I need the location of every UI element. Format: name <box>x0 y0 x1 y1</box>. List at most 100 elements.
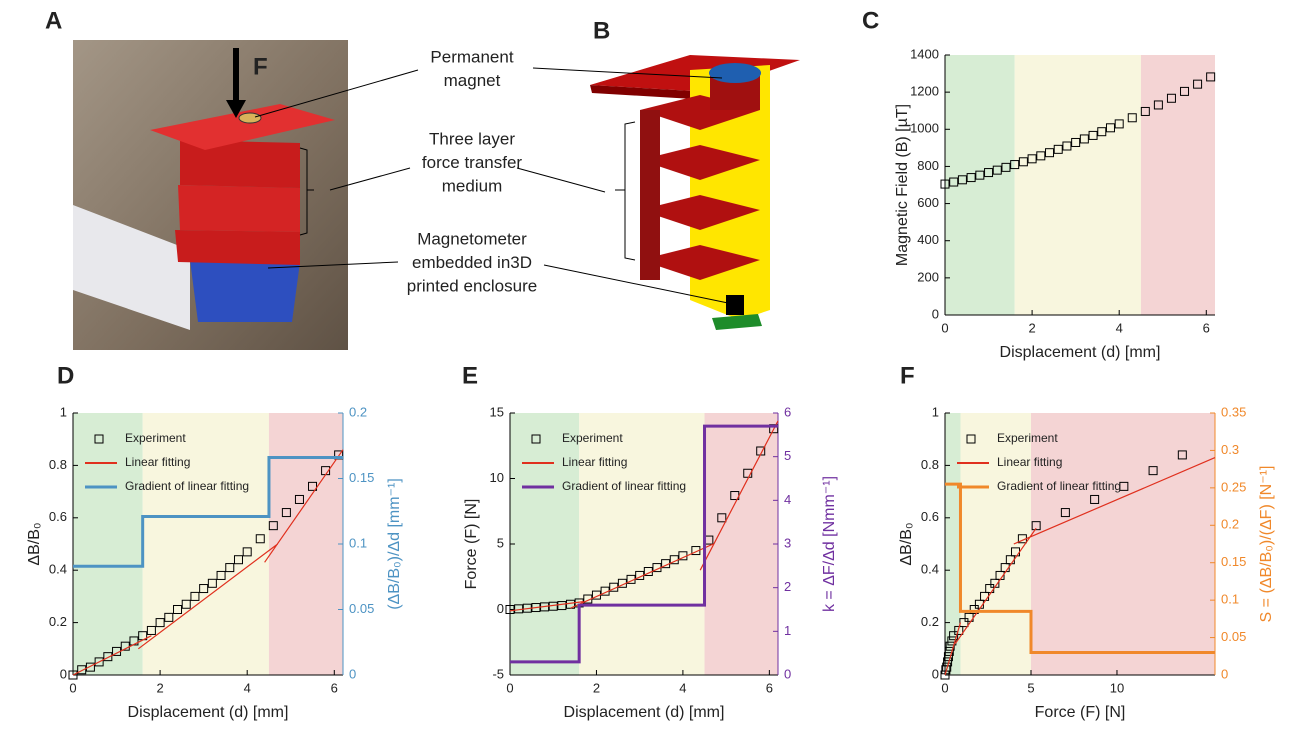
y2-tick-label: 0.15 <box>349 470 374 485</box>
y-tick-label: 0 <box>932 306 939 321</box>
annotation: medium <box>442 176 502 195</box>
y2-tick-label: 6 <box>784 404 791 419</box>
x-tick-label: 2 <box>156 680 163 695</box>
y-tick-label: 10 <box>490 470 504 485</box>
x-tick-label: 0 <box>941 680 948 695</box>
y-tick-label: 0.6 <box>49 509 67 524</box>
y-tick-label: 0.6 <box>921 509 939 524</box>
y-tick-label: 5 <box>497 535 504 550</box>
y2-tick-label: 0.25 <box>1221 479 1246 494</box>
panel-label: C <box>862 7 879 34</box>
x-axis-label: Displacement (d) [mm] <box>564 704 725 721</box>
y-tick-label: 0.2 <box>49 614 67 629</box>
region <box>960 413 1031 675</box>
region <box>579 413 704 675</box>
x-tick-label: 4 <box>679 680 686 695</box>
x-tick-label: 0 <box>506 680 513 695</box>
y-tick-label: 1 <box>60 404 67 419</box>
x-tick-label: 10 <box>1110 680 1124 695</box>
y2-tick-label: 0.05 <box>349 601 374 616</box>
y-axis-label: Force (F) [N] <box>463 499 480 590</box>
y-tick-label: 1200 <box>910 84 939 99</box>
x-tick-label: 4 <box>1116 320 1123 335</box>
legend-label: Linear fitting <box>562 455 627 469</box>
panel-label: E <box>462 362 478 389</box>
legend-label: Experiment <box>562 431 623 445</box>
region <box>143 413 269 675</box>
annotation: embedded in3D <box>412 253 532 272</box>
y-axis-label: Magnetic Field (B) [µT] <box>894 104 911 266</box>
legend-label: Gradient of linear fitting <box>997 479 1121 493</box>
region <box>1141 55 1215 315</box>
chart: 02004006008001000120014000246Displacemen… <box>894 46 1215 361</box>
y2-tick-label: 1 <box>784 623 791 638</box>
y-tick-label: 200 <box>917 269 939 284</box>
y2-tick-label: 0 <box>784 666 791 681</box>
y-axis-label: ΔB/B₀ <box>898 522 915 565</box>
x-axis-label: Displacement (d) [mm] <box>1000 344 1161 361</box>
y2-tick-label: 3 <box>784 535 791 550</box>
y2-axis-label: (ΔB/B₀)/Δd [mm⁻¹] <box>386 478 403 610</box>
region <box>1015 55 1141 315</box>
y2-tick-label: 2 <box>784 579 791 594</box>
panel-label: A <box>45 7 62 34</box>
panel-label: F <box>900 362 915 389</box>
y-tick-label: 800 <box>917 158 939 173</box>
y-tick-label: 600 <box>917 195 939 210</box>
enclosure <box>190 260 300 322</box>
annotation: Magnetometer <box>417 229 527 248</box>
legend-label: Gradient of linear fitting <box>125 479 249 493</box>
y-tick-label: 0.8 <box>921 457 939 472</box>
y2-tick-label: 0.35 <box>1221 404 1246 419</box>
annotation: printed enclosure <box>407 276 537 295</box>
x-tick-label: 6 <box>1203 320 1210 335</box>
legend-label: Experiment <box>997 431 1058 445</box>
x-tick-label: 6 <box>331 680 338 695</box>
x-axis-label: Force (F) [N] <box>1035 704 1126 721</box>
y-tick-label: 1 <box>932 404 939 419</box>
y2-tick-label: 4 <box>784 492 791 507</box>
y2-tick-label: 0.3 <box>1221 442 1239 457</box>
region <box>73 413 143 675</box>
x-tick-label: 2 <box>1028 320 1035 335</box>
magnetometer <box>726 295 744 315</box>
region <box>1031 413 1215 675</box>
y2-tick-label: 0.2 <box>349 404 367 419</box>
legend-label: Linear fitting <box>997 455 1062 469</box>
region <box>705 413 778 675</box>
x-tick-label: 0 <box>69 680 76 695</box>
legend-label: Gradient of linear fitting <box>562 479 686 493</box>
annotation: Three layer <box>429 129 515 148</box>
force-label: F <box>253 53 268 80</box>
base <box>712 314 762 330</box>
y2-tick-label: 0 <box>349 666 356 681</box>
figure: F ABCDEFPermanentmagnetThree layerforce … <box>0 0 1306 727</box>
annotation: Permanent <box>430 47 513 66</box>
y2-tick-label: 0 <box>1221 666 1228 681</box>
y-tick-label: 1000 <box>910 121 939 136</box>
panel-label: D <box>57 362 74 389</box>
y2-axis-label: S = (ΔB/B₀)/(ΔF) [N⁻¹] <box>1258 466 1275 623</box>
diagram <box>590 55 800 330</box>
photo <box>73 40 348 350</box>
y-tick-label: 0 <box>60 666 67 681</box>
legend-label: Linear fitting <box>125 455 190 469</box>
annotation: force transfer <box>422 153 522 172</box>
y-tick-label: 0.8 <box>49 457 67 472</box>
page: {"panel_labels": ["A", "B", "C", "D", "E… <box>0 0 1306 732</box>
annotation: magnet <box>444 71 501 90</box>
region <box>510 413 579 675</box>
y-tick-label: 15 <box>490 404 504 419</box>
y-tick-label: 0.2 <box>921 614 939 629</box>
y-axis-label: ΔB/B₀ <box>26 522 43 565</box>
x-tick-label: 4 <box>244 680 251 695</box>
chart: 00.20.40.60.81051000.050.10.150.20.250.3… <box>898 404 1275 721</box>
x-tick-label: 5 <box>1027 680 1034 695</box>
y2-tick-label: 5 <box>784 448 791 463</box>
y2-tick-label: 0.2 <box>1221 517 1239 532</box>
bracket <box>615 122 635 260</box>
y-tick-label: 0 <box>932 666 939 681</box>
region <box>945 413 960 675</box>
